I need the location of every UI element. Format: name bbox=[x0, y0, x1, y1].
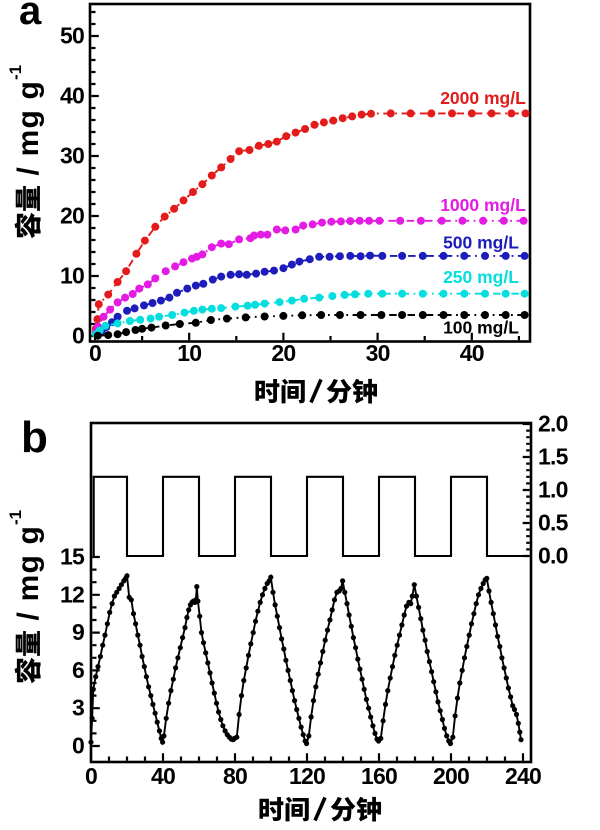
svg-text:0: 0 bbox=[85, 763, 97, 789]
svg-text:80: 80 bbox=[223, 763, 247, 789]
svg-text:b: b bbox=[21, 413, 48, 462]
svg-text:2000 mg/L: 2000 mg/L bbox=[440, 88, 526, 108]
svg-text:10: 10 bbox=[177, 340, 201, 366]
svg-text:0: 0 bbox=[72, 323, 84, 349]
svg-text:0.5: 0.5 bbox=[538, 510, 569, 536]
svg-text:160: 160 bbox=[361, 763, 397, 789]
svg-text:10: 10 bbox=[60, 263, 84, 289]
svg-text:40: 40 bbox=[60, 83, 84, 109]
svg-text:20: 20 bbox=[271, 340, 295, 366]
svg-text:1000 mg/L: 1000 mg/L bbox=[440, 195, 526, 215]
svg-text:1.5: 1.5 bbox=[538, 444, 569, 470]
svg-text:6: 6 bbox=[72, 657, 84, 683]
svg-text:100 mg/L: 100 mg/L bbox=[443, 318, 519, 338]
svg-text:120: 120 bbox=[289, 763, 325, 789]
svg-text:0: 0 bbox=[89, 340, 101, 366]
svg-text:40: 40 bbox=[460, 340, 484, 366]
svg-text:50: 50 bbox=[60, 23, 84, 49]
svg-text:250 mg/L: 250 mg/L bbox=[443, 267, 519, 287]
svg-text:200: 200 bbox=[433, 763, 469, 789]
svg-text:-1: -1 bbox=[6, 65, 25, 80]
svg-text:240: 240 bbox=[505, 763, 541, 789]
svg-text:40: 40 bbox=[151, 763, 175, 789]
svg-text:30: 30 bbox=[366, 340, 390, 366]
svg-text:/ mg g: / mg g bbox=[12, 525, 45, 630]
svg-text:9: 9 bbox=[72, 619, 84, 645]
svg-text:30: 30 bbox=[60, 143, 84, 169]
svg-text:500 mg/L: 500 mg/L bbox=[443, 233, 519, 253]
svg-text:0: 0 bbox=[72, 733, 84, 759]
svg-text:1.0: 1.0 bbox=[538, 477, 568, 503]
svg-text:a: a bbox=[19, 0, 42, 33]
svg-text:20: 20 bbox=[60, 203, 84, 229]
svg-text:-1: -1 bbox=[6, 510, 25, 525]
svg-text:12: 12 bbox=[60, 581, 84, 607]
svg-text:/ mg g: / mg g bbox=[12, 80, 45, 185]
svg-text:3: 3 bbox=[72, 695, 84, 721]
svg-text:15: 15 bbox=[60, 544, 85, 570]
svg-text:0.0: 0.0 bbox=[538, 543, 568, 569]
svg-text:2.0: 2.0 bbox=[538, 411, 568, 437]
